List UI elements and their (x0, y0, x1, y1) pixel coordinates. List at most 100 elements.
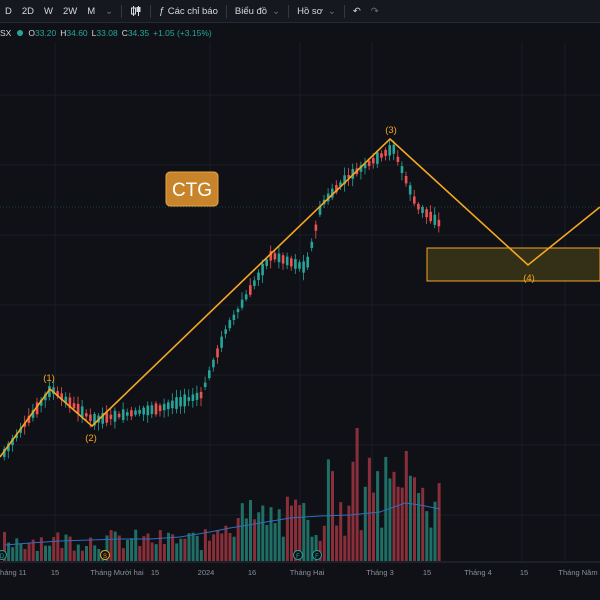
indicators-label: Các chỉ báo (167, 5, 218, 17)
interval-w[interactable]: W (44, 5, 53, 17)
wave-label-2: (2) (85, 433, 97, 444)
volume-bar (117, 535, 121, 561)
chart-menu-button[interactable]: Biểu đồ ⌄ (230, 6, 285, 17)
candle-body (240, 299, 244, 308)
volume-bar (130, 538, 134, 561)
event-badge-f2[interactable] (312, 550, 322, 560)
volume-bar (331, 471, 334, 561)
wave-label-4: (4) (523, 273, 535, 284)
candle-body (372, 158, 375, 164)
candle-body (224, 329, 227, 334)
volume-bar (302, 502, 306, 561)
symbol-info-bar: SX O 33.20 H 34.60 L 33.08 C 34.35 +1.05 (+3… (0, 26, 216, 40)
volume-ma-line (4, 502, 441, 546)
ticker-label-box (165, 171, 219, 207)
interval-2d[interactable]: 2D (21, 5, 35, 17)
volume-bar (150, 542, 154, 561)
candle-body (392, 144, 396, 154)
volume-bar (359, 530, 363, 561)
candle-body (290, 258, 293, 267)
volume-bar (396, 486, 400, 561)
interval-dropdown[interactable]: ⌄ (100, 6, 118, 17)
redo-icon: ↷ (370, 5, 379, 17)
volume-bar (175, 543, 179, 561)
candle-body (220, 336, 223, 348)
interval-m[interactable]: M (87, 5, 96, 17)
event-badge-s[interactable] (100, 550, 110, 560)
x-tick-label: 2024 (198, 568, 215, 577)
candle-body (183, 394, 186, 407)
candle-body (208, 370, 211, 379)
symbol-name[interactable]: SX (0, 28, 12, 38)
candle-body (76, 403, 80, 414)
volume-bar (212, 534, 216, 561)
volume-bar (3, 531, 6, 561)
event-badge-d-label: D (0, 554, 5, 560)
volume-bar (23, 548, 27, 561)
candle-body (343, 175, 346, 185)
candle-body (228, 320, 232, 329)
candle-body (105, 412, 109, 423)
candle-body (425, 209, 428, 218)
candle-body (117, 413, 121, 418)
volume-bar (97, 548, 101, 561)
candle-body (318, 206, 322, 215)
volume-bar (339, 502, 343, 561)
candle-body (27, 415, 31, 423)
candle-body (429, 211, 432, 222)
candle-body (355, 168, 359, 175)
volume-bar (64, 534, 68, 561)
profile-menu-label: Hồ sơ (297, 5, 323, 17)
volume-bar (388, 478, 392, 561)
indicators-button[interactable]: ƒ Các chỉ báo (154, 6, 223, 17)
volume-bar (322, 525, 326, 561)
volume-bar (372, 492, 375, 561)
wave-label-1: (1) (43, 373, 55, 384)
candle-body (257, 272, 260, 281)
candle-body (408, 185, 412, 195)
candle-body (417, 203, 420, 210)
volume-bar (208, 540, 211, 561)
volume-bar (11, 547, 15, 561)
chart-background (0, 42, 600, 562)
volume-bar (314, 534, 318, 561)
volume-bar (335, 525, 339, 561)
candle-body (384, 149, 387, 156)
x-tick-label: Tháng Hai (290, 568, 325, 577)
candle-body (388, 145, 391, 156)
volume-bar (15, 538, 19, 561)
candle-body (339, 182, 342, 187)
x-tick-label: Tháng 3 (366, 568, 394, 577)
x-tick-label: Tháng Mười hai (90, 568, 144, 577)
event-badge-f1[interactable] (293, 550, 303, 560)
volume-bar (126, 539, 129, 561)
volume-bar (294, 499, 298, 561)
candle-body (277, 253, 281, 263)
volume-bar (109, 530, 113, 561)
market-status-dot (17, 30, 24, 36)
volume-bar (404, 451, 408, 561)
undo-button[interactable]: ↶ (348, 6, 366, 17)
volume-bar (355, 428, 359, 561)
volume-bar (39, 537, 43, 561)
candle-type-button[interactable] (125, 5, 147, 17)
volume-bar (298, 505, 302, 561)
candle-body (126, 412, 129, 416)
redo-button[interactable]: ↷ (366, 6, 384, 17)
event-badge-d[interactable] (0, 550, 7, 560)
volume-bar (162, 544, 166, 561)
volume-bar (367, 457, 371, 561)
candle-body (187, 397, 191, 401)
volume-bar (437, 483, 441, 561)
profile-menu-button[interactable]: Hồ sơ ⌄ (292, 6, 341, 17)
candle-body (167, 402, 170, 410)
volume-bar (171, 534, 175, 561)
volume-bar (261, 505, 265, 561)
toolbar-divider (121, 4, 123, 18)
interval-d[interactable]: D (5, 5, 12, 17)
volume-bar (413, 477, 416, 561)
volume-bar (290, 505, 293, 561)
volume-bar (257, 512, 261, 561)
interval-2w[interactable]: 2W (63, 5, 78, 17)
